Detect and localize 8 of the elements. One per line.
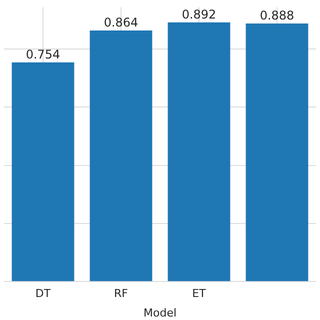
x-tick-label: RF <box>114 287 128 300</box>
x-tick-label: DT <box>35 287 51 300</box>
data-label: 0.864 <box>104 16 138 30</box>
data-label: 0.892 <box>182 7 216 22</box>
data-label: 0.888 <box>260 8 294 23</box>
x-tick-label: ET <box>192 287 206 300</box>
x-axis-title: Model <box>143 306 177 320</box>
data-label: 0.754 <box>26 48 60 62</box>
